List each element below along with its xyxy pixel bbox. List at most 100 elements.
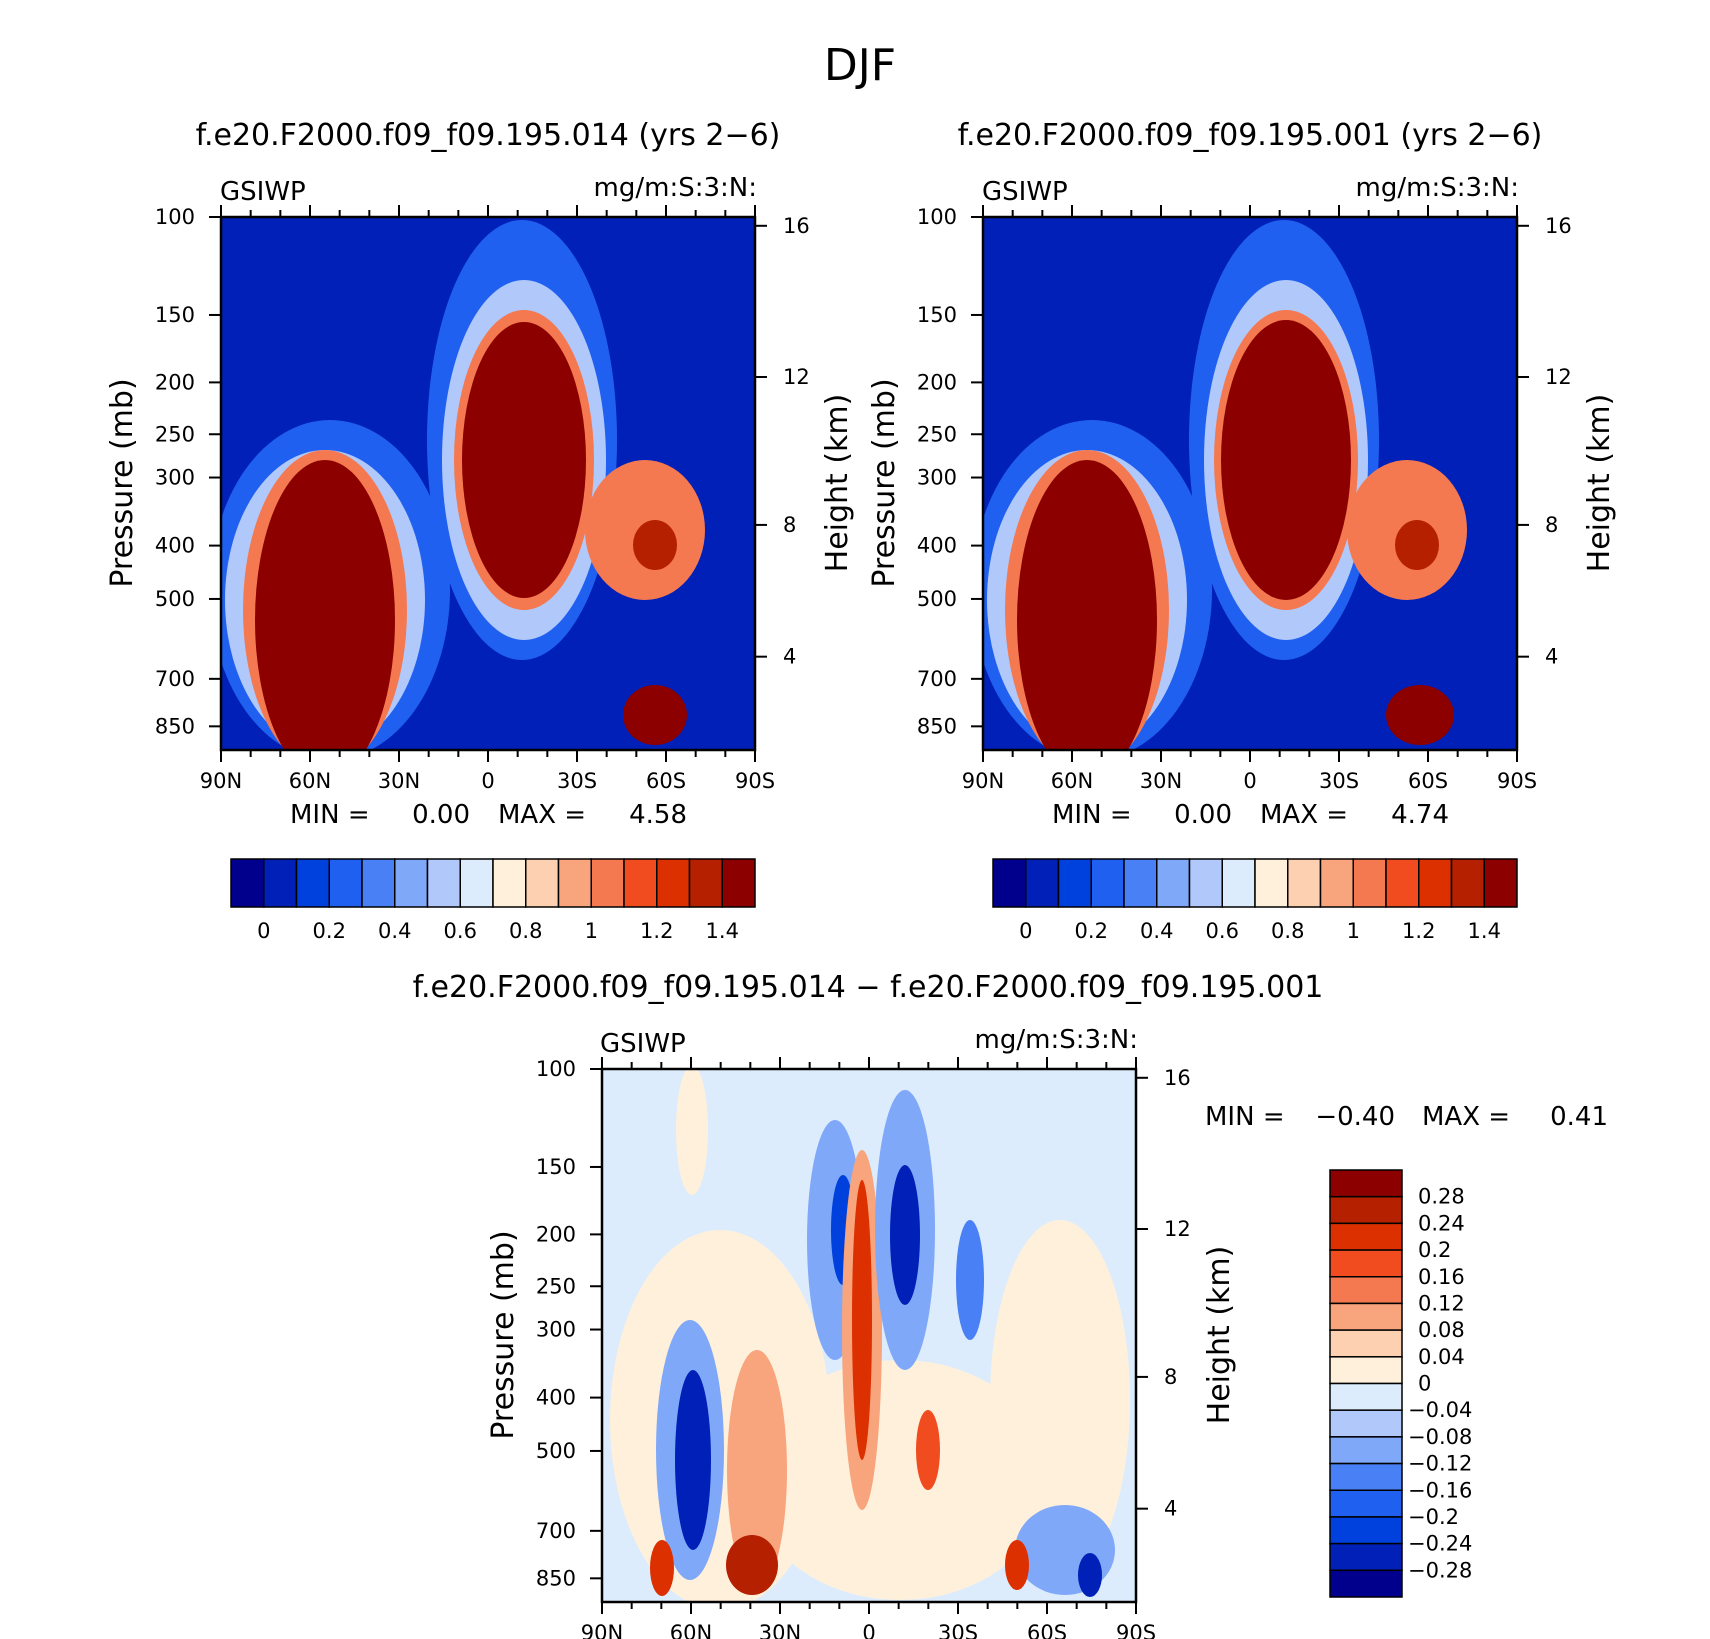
panel-left-y-ticks: 100 150 200 250 300 400 500 700 850: [155, 205, 221, 738]
panel-right-colorbar-box: [1254, 858, 1289, 908]
panel-left-left-string: GSIWP: [220, 177, 306, 207]
panel-left-colorbar-box: [426, 858, 461, 908]
panel-right-colorbar-box: [1352, 858, 1387, 908]
panel-right-colorbar-box: [1450, 858, 1485, 908]
panel-right-x-tick-label: 60S: [1408, 769, 1448, 793]
panel-diff-y-tick-label: 150: [536, 1155, 576, 1179]
panel-diff-max-value: 0.41: [1550, 1102, 1608, 1132]
panel-left-colorbar-label: 1.2: [640, 919, 673, 943]
panel-left-colorbar-box: [590, 858, 625, 908]
panel-left-min-value: 0.00: [412, 800, 470, 830]
panel-right-colorbar-label: 0.6: [1206, 919, 1239, 943]
panel-left-x-ticks: 90N 60N 30N 0 30S 60S 90S: [200, 205, 775, 793]
panel-right-x-ticks: 90N 60N 30N 0 30S 60S 90S: [962, 205, 1537, 793]
panel-right-ylabel: Pressure (mb): [867, 378, 902, 587]
panel-diff-colorbar-box: [1329, 1169, 1403, 1198]
panel-right-low-core: [1386, 685, 1454, 745]
panel-diff-y-tick-label: 400: [536, 1386, 576, 1410]
panel-left-colorbar-box: [623, 858, 658, 908]
panel-diff-x-tick-label: 30S: [938, 1621, 978, 1639]
panel-diff-storm-positive-core: [1005, 1540, 1029, 1590]
panel-right-y2-tick-label: 16: [1545, 214, 1572, 238]
panel-left-max-label: MAX =: [498, 800, 586, 830]
panel-diff-x-ticks: 90N 60N 30N 0 30S 60S 90S: [581, 1057, 1156, 1639]
panel-left-colorbar-label: 0: [257, 919, 270, 943]
panel-diff-colorbar-box: [1329, 1516, 1403, 1545]
panel-right-y-tick-label: 100: [917, 205, 957, 229]
panel-diff-y-tick-label: 300: [536, 1318, 576, 1342]
panel-left-colorbar-label: 1.4: [706, 919, 739, 943]
panel-diff-colorbar-label: 0.24: [1418, 1211, 1465, 1235]
panel-diff-y-tick-label: 500: [536, 1439, 576, 1463]
panel-diff-x-tick-label: 30N: [759, 1621, 801, 1639]
panel-left-x-tick-label: 90N: [200, 769, 242, 793]
panel-diff-colorbar-box: [1329, 1302, 1403, 1331]
panel-right-left-string: GSIWP: [982, 177, 1068, 207]
panel-right-y-tick-label: 500: [917, 587, 957, 611]
panel-diff-ylabel: Pressure (mb): [486, 1230, 521, 1439]
panel-right-y-ticks: 100 150 200 250 300 400 500 700 850: [917, 205, 983, 738]
panel-right-colorbar-label: 1.4: [1468, 919, 1501, 943]
panel-left-colorbar-box: [295, 858, 330, 908]
panel-diff-sh-positive-wash: [990, 1220, 1130, 1580]
panel-left-nh-core: [255, 460, 395, 750]
panel-diff-colorbar-label: 0.12: [1418, 1291, 1465, 1315]
panel-left-colorbar-box: [459, 858, 494, 908]
panel-diff-left-string: GSIWP: [600, 1029, 686, 1059]
panel-left-y-tick-label: 400: [155, 534, 195, 558]
panel-diff-colorbar-box: [1329, 1249, 1403, 1278]
panel-right-colorbar-label: 0.4: [1140, 919, 1173, 943]
panel-right-colorbar-box: [1483, 858, 1518, 908]
panel-diff-colorbar-label: 0.28: [1418, 1185, 1465, 1209]
panel-right-y2-ticks: 16 12 8 4: [1517, 214, 1572, 669]
panel-right-colorbar-box: [992, 858, 1027, 908]
panel-right-colorbar-box: [1418, 858, 1453, 908]
panel-diff-colorbar-label: 0.08: [1418, 1318, 1465, 1342]
panel-diff-title: f.e20.F2000.f09_f09.195.014 − f.e20.F200…: [413, 970, 1324, 1005]
panel-diff-x-tick-label: 90N: [581, 1621, 623, 1639]
panel-left-colorbar-label: 1: [585, 919, 598, 943]
panel-left-colorbar-box: [721, 858, 756, 908]
panel-right-field: [983, 217, 1517, 750]
panel-diff-colorbar-box: [1329, 1409, 1403, 1438]
panel-left-colorbar-label: 0.6: [444, 919, 477, 943]
panel-right-y-tick-label: 250: [917, 422, 957, 446]
panel-left-field: [221, 217, 755, 750]
panel-diff-sh-negative-band: [956, 1220, 984, 1340]
panel-right-y2label: Height (km): [1582, 394, 1617, 573]
panel-diff-y2label: Height (km): [1202, 1246, 1237, 1425]
panel-right-x-tick-label: 90S: [1497, 769, 1537, 793]
panel-right-y-tick-label: 400: [917, 534, 957, 558]
panel-diff-min-value: −0.40: [1315, 1102, 1395, 1132]
panel-right-x-tick-label: 90N: [962, 769, 1004, 793]
panel-diff-colorbar-label: −0.24: [1408, 1532, 1472, 1556]
panel-diff-y-tick-label: 850: [536, 1566, 576, 1590]
panel-diff-field: [602, 1069, 1136, 1602]
panel-diff-colorbar-label: −0.12: [1408, 1452, 1472, 1476]
panel-diff-colorbar-label: 0: [1418, 1372, 1431, 1396]
panel-right-colorbar-label: 0.2: [1075, 919, 1108, 943]
panel-left-storm-core: [633, 520, 677, 570]
panel-left-y2-tick-label: 12: [783, 365, 810, 389]
panel-left-y2-tick-label: 8: [783, 513, 796, 537]
panel-diff-y-tick-label: 100: [536, 1057, 576, 1081]
panel-diff-colorbar-label: −0.28: [1408, 1558, 1472, 1582]
panel-diff: f.e20.F2000.f09_f09.195.014 − f.e20.F200…: [413, 970, 1608, 1639]
panel-right-nh-core: [1017, 460, 1157, 750]
panel-left-right-string: mg/m:S:3:N:: [594, 173, 757, 203]
panel-diff-nh-positive-core: [726, 1535, 778, 1595]
panel-diff-equator-positive-core: [852, 1180, 872, 1460]
panel-right-max-label: MAX =: [1260, 800, 1348, 830]
panel-left-colorbar-box: [656, 858, 691, 908]
panel-right-colorbar-box: [1385, 858, 1420, 908]
panel-left-y-tick-label: 250: [155, 422, 195, 446]
panel-left-colorbar-box: [361, 858, 396, 908]
panel-diff-colorbar-box: [1329, 1222, 1403, 1251]
panel-right-y2-tick-label: 4: [1545, 645, 1558, 669]
panel-right-y-tick-label: 300: [917, 466, 957, 490]
panel-left-y-tick-label: 700: [155, 667, 195, 691]
panel-diff-y-tick-label: 250: [536, 1274, 576, 1298]
panel-left-colorbar-box: [492, 858, 527, 908]
panel-right-y2-tick-label: 8: [1545, 513, 1558, 537]
